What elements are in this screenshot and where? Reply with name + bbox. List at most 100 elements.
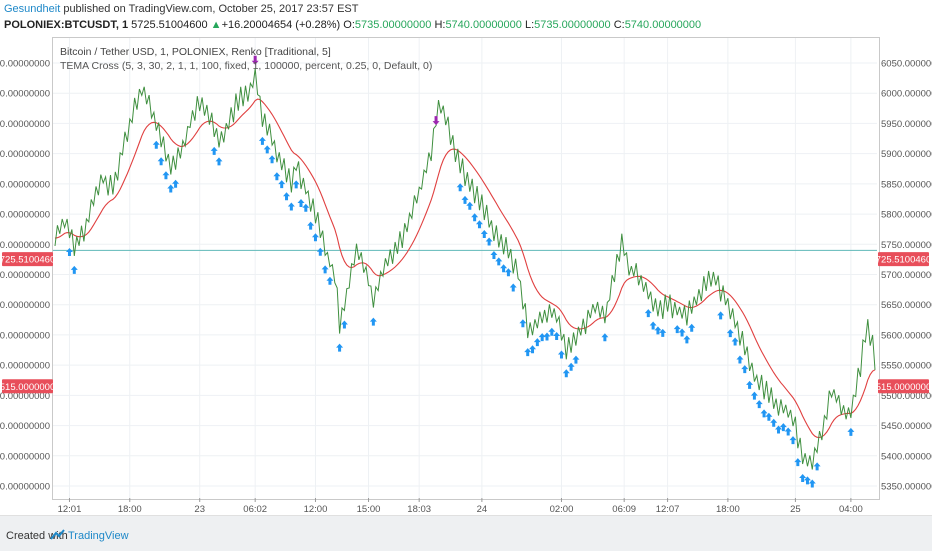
long-signal-arrow [717, 311, 725, 320]
long-signal-arrow [688, 323, 696, 332]
short-signal-arrow [432, 116, 440, 126]
long-signal-arrow [557, 350, 565, 359]
x-tick-label: 18:00 [118, 504, 142, 515]
long-signal-arrow [287, 202, 295, 211]
long-signal-arrow [538, 333, 546, 342]
long-signal-arrow [307, 221, 315, 230]
long-signal-arrow [311, 233, 319, 242]
long-signal-arrow [495, 257, 503, 266]
long-signal-arrow [485, 237, 493, 246]
x-tick-label: 12:00 [304, 504, 328, 515]
long-signal-arrow [268, 155, 276, 164]
y-tick-label-left: 5850.00000000 [0, 179, 50, 190]
price-marker-label-left: 5515.00000000 [0, 382, 61, 393]
x-tick-label: 06:09 [612, 504, 636, 515]
long-signal-arrow [480, 230, 488, 239]
y-tick-label-left: 5750.00000000 [0, 240, 50, 251]
price-chart[interactable]: 5350.00000000 5350.00000000 5400.00000000 5… [0, 0, 932, 515]
chart-frame[interactable] [52, 37, 880, 500]
fast-tema-line [54, 68, 876, 470]
x-tick-label: 23 [194, 504, 205, 515]
open-label: O: [343, 19, 355, 31]
y-tick-label-left: 5400.00000000 [0, 451, 50, 462]
long-signal-arrow [292, 180, 300, 189]
indicator-legend: TEMA Cross (5, 3, 30, 2, 1, 1, 100, fixe… [60, 60, 433, 72]
long-signal-arrow [553, 331, 561, 340]
high-value: 5740.00000000 [445, 19, 522, 31]
long-signal-arrow [475, 220, 483, 229]
long-signal-arrow [461, 195, 469, 204]
long-signal-arrow [644, 309, 652, 318]
x-tick-label: 24 [477, 504, 488, 515]
long-signal-arrow [562, 369, 570, 378]
long-signal-arrow [567, 362, 575, 371]
y-tick-label-right: 5900.00000000 [881, 149, 932, 160]
long-signal-arrow [500, 264, 508, 273]
long-signal-arrow [654, 326, 662, 335]
long-signal-arrow [157, 157, 165, 166]
y-tick-label-right: 5400.00000000 [881, 451, 932, 462]
long-signal-arrow [316, 247, 324, 256]
up-triangle-icon: ▲ [210, 19, 222, 31]
y-tick-label-right: 6000.00000000 [881, 89, 932, 100]
long-signal-arrow [779, 423, 787, 432]
y-tick-label-left: 5700.00000000 [0, 270, 50, 281]
tradingview-logo-icon [50, 529, 65, 540]
price-marker-label-right: 5725.51004600 [870, 255, 932, 266]
x-tick-label: 12:07 [656, 504, 680, 515]
x-tick-label: 02:00 [550, 504, 574, 515]
y-tick-label-left: 5600.00000000 [0, 330, 50, 341]
y-tick-label-right: 5600.00000000 [881, 330, 932, 341]
price-marker-right [878, 252, 929, 267]
open-value: 5735.00000000 [354, 19, 432, 31]
long-signal-arrow [808, 479, 816, 488]
long-signal-arrow [210, 146, 218, 155]
y-tick-label-left: 5500.00000000 [0, 391, 50, 402]
y-tick-label-right: 5850.00000000 [881, 179, 932, 190]
x-tick-label: 15:00 [357, 504, 381, 515]
low-label: L: [524, 19, 535, 31]
y-tick-label-left: 6050.00000000 [0, 59, 50, 70]
price-marker-label-left: 5725.51004600 [0, 255, 61, 266]
close-value: 5740.00000000 [624, 19, 702, 31]
long-signal-arrow [794, 458, 802, 467]
long-signal-arrow [152, 140, 160, 149]
long-signal-arrow [726, 329, 734, 338]
long-signal-arrow [490, 251, 498, 260]
long-signal-arrow [172, 179, 180, 188]
long-signal-arrow [340, 320, 348, 329]
long-signal-arrow [258, 136, 266, 145]
long-signal-arrow [760, 409, 768, 418]
long-signal-arrow [273, 172, 281, 181]
long-signal-arrow [369, 317, 377, 326]
y-tick-label-right: 5550.00000000 [881, 361, 932, 372]
long-signal-arrow [750, 391, 758, 400]
long-signal-arrow [755, 400, 763, 409]
long-signal-arrow [813, 462, 821, 471]
long-signal-arrow [770, 418, 778, 427]
long-signal-arrow [572, 355, 580, 364]
y-tick-label-left: 5900.00000000 [0, 149, 50, 160]
quote-line: POLONIEX:BTCUSDT, 1 5725.51004600 ▲+16.2… [4, 19, 701, 31]
long-signal-arrow [162, 171, 170, 180]
long-signal-arrow [529, 345, 537, 354]
tradingview-link[interactable]: TradingView [68, 530, 129, 542]
y-tick-label-right: 5750.00000000 [881, 240, 932, 251]
y-tick-label-right: 5800.00000000 [881, 210, 932, 221]
long-signal-arrow [326, 276, 334, 285]
y-tick-label-right: 5650.00000000 [881, 300, 932, 311]
y-tick-label-left: 5950.00000000 [0, 119, 50, 130]
long-signal-arrow [278, 180, 286, 189]
long-signal-arrow [673, 325, 681, 334]
y-tick-label-right: 5700.00000000 [881, 270, 932, 281]
long-signal-arrow [789, 436, 797, 445]
long-signal-arrow [70, 265, 78, 274]
long-signal-arrow [543, 332, 551, 341]
long-signal-arrow [533, 338, 541, 347]
long-signal-arrow [471, 213, 479, 222]
created-with-label: Created with [6, 530, 68, 542]
author-link[interactable]: Gesundheit [4, 3, 61, 15]
long-signal-arrow [731, 337, 739, 346]
slow-tema-line [54, 98, 876, 439]
footer: Created with TradingView [0, 515, 932, 551]
